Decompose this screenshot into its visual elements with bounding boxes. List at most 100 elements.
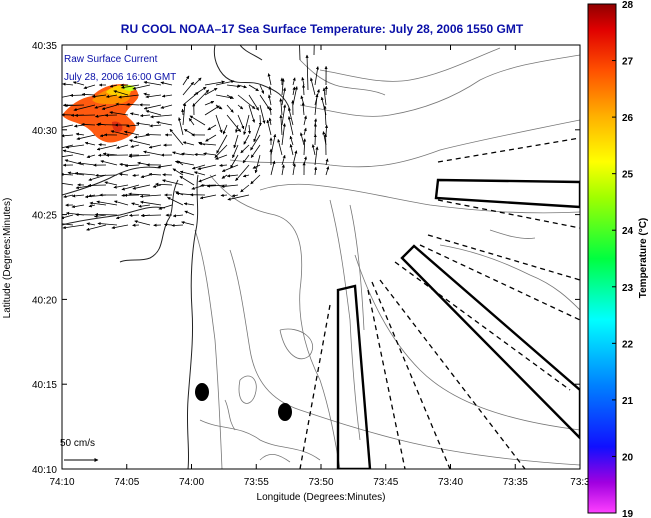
- current-vector: [62, 172, 74, 176]
- current-vector: [183, 202, 195, 206]
- y-axis-ticks: 40:35 40:30 40:25 40:20 40:15 40:10: [32, 41, 580, 476]
- station-marker: [195, 383, 209, 401]
- current-vector: [102, 152, 118, 156]
- current-vector: [215, 80, 235, 86]
- current-vector: [303, 127, 307, 136]
- current-vector: [237, 84, 247, 89]
- current-vector: [156, 120, 173, 126]
- current-vector: [126, 124, 140, 128]
- current-vector: [323, 105, 327, 126]
- current-vector: [62, 194, 63, 195]
- current-vector: [292, 150, 298, 166]
- current-vector: [309, 77, 316, 96]
- bathymetry-contours: [194, 47, 580, 469]
- current-vector: [83, 84, 96, 90]
- current-vector: [130, 144, 140, 148]
- current-vector: [193, 89, 210, 106]
- current-vector: [143, 150, 162, 156]
- current-vector: [235, 124, 239, 133]
- current-vector: [91, 94, 107, 99]
- current-vector: [140, 174, 151, 179]
- x-tick-label: 73:3: [570, 477, 590, 488]
- current-vector: [204, 87, 218, 96]
- y-tick-label: 40:35: [32, 41, 57, 52]
- current-vector: [220, 193, 228, 197]
- current-vector: [62, 205, 63, 206]
- colorbar-tick-label: 24: [622, 226, 634, 237]
- current-vector: [132, 84, 151, 90]
- current-vector: [97, 222, 118, 226]
- current-vector: [248, 84, 259, 92]
- current-vector: [126, 102, 140, 107]
- current-vector: [191, 164, 206, 170]
- y-axis-label: Latitude (Degrees:Minutes): [2, 198, 13, 319]
- current-vector: [193, 77, 202, 86]
- current-vector: [88, 204, 96, 208]
- current-vector: [193, 86, 207, 96]
- x-axis-ticks: 74:10 74:05 74:00 73:55 73:50 73:45 73:40 73:35…: [49, 45, 590, 488]
- current-vector: [73, 104, 96, 112]
- current-vector: [158, 204, 173, 210]
- current-vector: [237, 114, 245, 130]
- current-vector: [231, 194, 239, 198]
- current-vector: [118, 94, 140, 99]
- current-vector: [62, 182, 74, 186]
- current-vector: [155, 182, 173, 186]
- current-vector: [325, 166, 330, 176]
- current-vector: [226, 174, 239, 178]
- current-vector: [289, 143, 294, 156]
- current-vector: [250, 134, 261, 151]
- current-vector: [243, 114, 250, 136]
- current-vector: [221, 164, 239, 172]
- current-vector: [279, 114, 283, 136]
- current-vector: [279, 98, 283, 116]
- current-vector: [121, 84, 140, 89]
- current-vector: [110, 130, 129, 136]
- current-vector: [123, 130, 140, 136]
- current-vector: [325, 158, 329, 166]
- current-vector: [75, 132, 85, 136]
- current-vector: [259, 94, 270, 110]
- current-vector: [143, 92, 151, 96]
- x-tick-label: 73:45: [373, 477, 398, 488]
- current-vector: [216, 134, 228, 154]
- current-vector: [181, 221, 195, 226]
- current-vector: [253, 124, 261, 143]
- current-vector: [221, 184, 239, 188]
- current-vector: [143, 104, 162, 110]
- current-vector: [161, 94, 173, 98]
- current-vector: [62, 149, 85, 156]
- current-vector: [148, 172, 162, 176]
- current-vector: [63, 194, 74, 199]
- current-vector: [259, 104, 266, 124]
- current-vector: [193, 171, 206, 176]
- current-vector: [313, 166, 318, 176]
- current-vector: [233, 134, 239, 149]
- current-vector: [96, 144, 118, 151]
- current-vector: [314, 93, 319, 116]
- current-vector: [148, 144, 162, 149]
- x-tick-label: 74:00: [179, 477, 204, 488]
- current-vector: [62, 223, 74, 226]
- current-vector: [169, 128, 184, 146]
- current-vector: [143, 80, 162, 86]
- current-vector: [129, 112, 140, 116]
- current-vector: [88, 174, 107, 181]
- colorbar-tick-label: 27: [622, 57, 634, 68]
- current-vector: [287, 116, 294, 136]
- current-vector: [113, 90, 129, 96]
- current-vector: [197, 164, 217, 171]
- current-vector: [240, 144, 250, 154]
- current-vector: [111, 224, 129, 230]
- current-vector: [62, 154, 74, 158]
- current-vector: [248, 94, 260, 111]
- colorbar-tick-label: 25: [622, 170, 634, 181]
- current-vector: [268, 117, 272, 126]
- current-vector: [124, 164, 140, 168]
- current-vector: [172, 168, 184, 176]
- colorbar-tick-label: 26: [622, 113, 634, 124]
- current-vector: [145, 94, 162, 99]
- current-vector: [215, 94, 234, 100]
- current-vector: [150, 114, 173, 119]
